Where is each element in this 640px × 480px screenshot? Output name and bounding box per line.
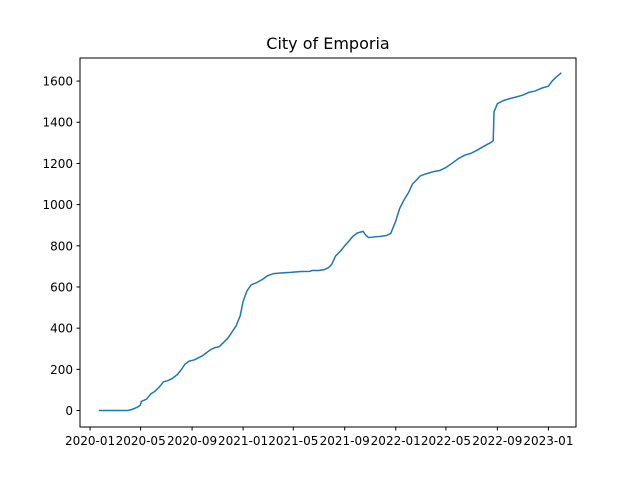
x-tick-label: 2021-01: [218, 434, 268, 448]
x-tick-label: 2022-01: [371, 434, 421, 448]
x-axis: 2020-01 2020-05 2020-09 2021-01 2021-05 2021-…: [65, 427, 573, 448]
y-tick-label: 1200: [42, 157, 73, 171]
y-tick-label: 400: [50, 322, 73, 336]
y-tick-label: 0: [65, 404, 73, 418]
y-tick-label: 1400: [42, 116, 73, 130]
x-tick-label: 2023-01: [523, 434, 573, 448]
y-tick-label: 800: [50, 239, 73, 253]
y-tick-label: 1000: [42, 198, 73, 212]
x-tick-label: 2020-05: [116, 434, 166, 448]
plot-frame: [79, 57, 577, 428]
y-tick-label: 600: [50, 280, 73, 294]
x-tick-label: 2020-09: [167, 434, 217, 448]
y-tick-label: 200: [50, 363, 73, 377]
x-tick-label: 2022-05: [421, 434, 471, 448]
series-layer: [98, 72, 562, 412]
x-tick-label: 2022-09: [472, 434, 522, 448]
y-tick-label: 1600: [42, 75, 73, 89]
series-line-0: [98, 72, 562, 412]
chart-title: City of Emporia: [266, 34, 389, 53]
y-axis: 0 200 400 600 800 1000 1200 1400 1600: [42, 75, 80, 418]
x-tick-label: 2020-01: [65, 434, 115, 448]
x-tick-label: 2021-09: [320, 434, 370, 448]
x-tick-label: 2021-05: [268, 434, 318, 448]
